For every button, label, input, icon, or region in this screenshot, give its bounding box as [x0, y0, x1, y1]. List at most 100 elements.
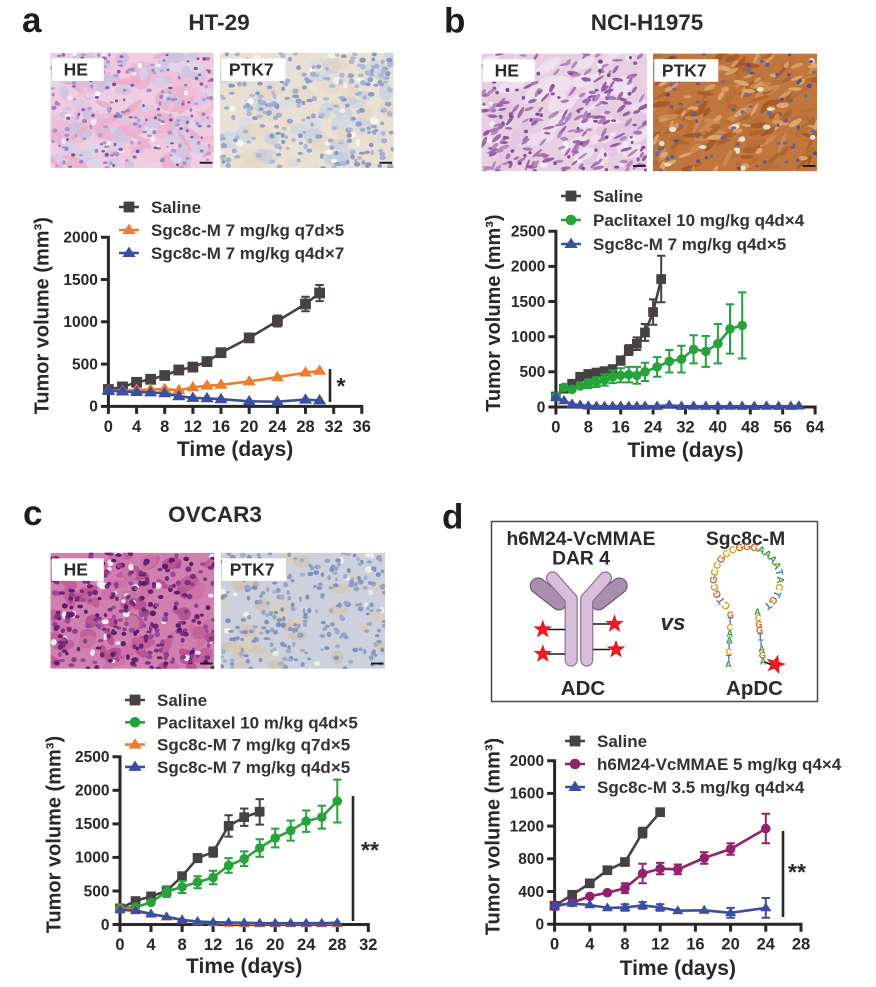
- svg-text:Saline: Saline: [593, 187, 643, 206]
- svg-text:T: T: [758, 638, 764, 648]
- svg-text:G: G: [749, 542, 759, 555]
- svg-text:4: 4: [132, 418, 142, 436]
- svg-text:T: T: [726, 653, 732, 663]
- svg-text:12: 12: [184, 418, 202, 436]
- svg-text:d: d: [442, 498, 463, 537]
- svg-text:56: 56: [774, 419, 792, 437]
- svg-text:2000: 2000: [63, 230, 97, 247]
- svg-text:Tumor volume (mm³): Tumor volume (mm³): [32, 217, 54, 414]
- svg-text:1500: 1500: [63, 272, 97, 289]
- svg-text:1500: 1500: [75, 816, 109, 833]
- svg-text:Time (days): Time (days): [627, 439, 743, 462]
- svg-text:40: 40: [709, 419, 727, 437]
- svg-text:h6M24-VcMMAE: h6M24-VcMMAE: [507, 529, 656, 550]
- svg-text:0: 0: [535, 917, 544, 934]
- svg-text:PTK7: PTK7: [662, 61, 707, 81]
- svg-text:T: T: [726, 641, 732, 651]
- svg-text:vs: vs: [660, 610, 685, 635]
- svg-text:0: 0: [550, 936, 559, 954]
- svg-text:b: b: [444, 1, 465, 40]
- svg-text:A: A: [774, 576, 785, 584]
- svg-text:G: G: [755, 619, 762, 629]
- svg-text:Sgc8c-M: Sgc8c-M: [706, 529, 785, 550]
- svg-text:32: 32: [676, 419, 694, 437]
- svg-text:Sgc8c-M 7 mg/kg q4d×5: Sgc8c-M 7 mg/kg q4d×5: [157, 758, 350, 777]
- svg-text:C: C: [727, 622, 734, 632]
- svg-text:8: 8: [160, 418, 169, 436]
- svg-text:0: 0: [537, 399, 546, 416]
- svg-text:A: A: [725, 660, 732, 670]
- svg-text:HE: HE: [64, 560, 88, 580]
- svg-text:DAR 4: DAR 4: [552, 549, 610, 570]
- svg-text:Sgc8c-M 7 mg/kg q4d×7: Sgc8c-M 7 mg/kg q4d×7: [151, 244, 344, 263]
- svg-text:G: G: [727, 610, 734, 620]
- svg-text:2500: 2500: [511, 224, 545, 241]
- svg-text:Sgc8c-M 7 mg/kg q7d×5: Sgc8c-M 7 mg/kg q7d×5: [157, 736, 350, 755]
- svg-text:C: C: [755, 613, 762, 623]
- svg-text:1000: 1000: [511, 329, 545, 346]
- svg-text:HE: HE: [495, 61, 519, 81]
- svg-text:24: 24: [268, 418, 287, 436]
- svg-text:500: 500: [72, 356, 98, 373]
- svg-text:HE: HE: [64, 60, 88, 80]
- svg-text:Paclitaxel 10 mg/kg q4d×4: Paclitaxel 10 mg/kg q4d×4: [593, 211, 805, 230]
- svg-text:1200: 1200: [510, 818, 544, 835]
- svg-text:a: a: [22, 1, 42, 40]
- svg-text:16: 16: [686, 936, 704, 954]
- svg-text:Time (days): Time (days): [620, 957, 736, 980]
- svg-text:28: 28: [296, 418, 314, 436]
- svg-text:Paclitaxel 10 m/kg q4d×5: Paclitaxel 10 m/kg q4d×5: [157, 713, 358, 732]
- svg-text:Saline: Saline: [597, 732, 647, 751]
- svg-text:20: 20: [721, 936, 739, 954]
- svg-text:0: 0: [89, 399, 98, 416]
- svg-text:G: G: [709, 576, 720, 584]
- svg-text:48: 48: [741, 419, 759, 437]
- svg-text:h6M24-VcMMAE 5 mg/kg q4×4: h6M24-VcMMAE 5 mg/kg q4×4: [597, 755, 842, 774]
- svg-text:Saline: Saline: [151, 198, 201, 217]
- svg-text:500: 500: [520, 364, 546, 381]
- svg-text:NCI-H1975: NCI-H1975: [591, 10, 704, 35]
- svg-text:Tumor volume (mm³): Tumor volume (mm³): [44, 736, 66, 933]
- svg-text:2000: 2000: [75, 783, 109, 800]
- svg-text:28: 28: [792, 936, 810, 954]
- svg-text:Sgc8c-M 7 mg/kg q7d×5: Sgc8c-M 7 mg/kg q7d×5: [151, 221, 344, 240]
- svg-text:64: 64: [806, 419, 825, 437]
- svg-text:PTK7: PTK7: [230, 560, 275, 580]
- svg-text:1500: 1500: [511, 294, 545, 311]
- svg-text:Tumor volume (mm³): Tumor volume (mm³): [483, 214, 505, 411]
- svg-text:PTK7: PTK7: [229, 60, 274, 80]
- svg-text:Time (days): Time (days): [186, 955, 302, 978]
- svg-text:A: A: [754, 607, 761, 617]
- svg-text:500: 500: [84, 883, 110, 900]
- svg-text:C: C: [772, 582, 785, 592]
- svg-text:Tumor volume (mm³): Tumor volume (mm³): [483, 738, 505, 935]
- svg-text:OVCAR3: OVCAR3: [168, 502, 262, 527]
- svg-text:24: 24: [297, 936, 316, 954]
- svg-text:G: G: [743, 542, 751, 553]
- svg-text:c: c: [23, 494, 42, 533]
- svg-text:1000: 1000: [63, 314, 97, 331]
- svg-text:2000: 2000: [511, 259, 545, 276]
- svg-text:16: 16: [235, 936, 253, 954]
- svg-text:16: 16: [212, 418, 230, 436]
- svg-text:800: 800: [518, 851, 544, 868]
- svg-text:28: 28: [328, 936, 346, 954]
- svg-text:A: A: [726, 629, 733, 639]
- svg-text:G: G: [711, 588, 724, 600]
- svg-text:T: T: [770, 589, 783, 600]
- svg-text:0: 0: [551, 419, 560, 437]
- svg-text:G: G: [759, 650, 766, 660]
- svg-text:2000: 2000: [510, 753, 544, 770]
- svg-text:G: G: [735, 542, 745, 555]
- svg-text:ADC: ADC: [561, 677, 606, 700]
- svg-text:HT-29: HT-29: [188, 10, 249, 35]
- svg-text:A: A: [760, 657, 767, 667]
- svg-text:**: **: [788, 859, 806, 885]
- svg-text:A: A: [758, 644, 765, 654]
- svg-text:24: 24: [644, 419, 663, 437]
- svg-text:32: 32: [359, 936, 377, 954]
- svg-text:C: C: [709, 582, 722, 592]
- svg-text:8: 8: [584, 419, 593, 437]
- svg-text:T: T: [772, 568, 784, 577]
- svg-text:Time (days): Time (days): [177, 438, 293, 461]
